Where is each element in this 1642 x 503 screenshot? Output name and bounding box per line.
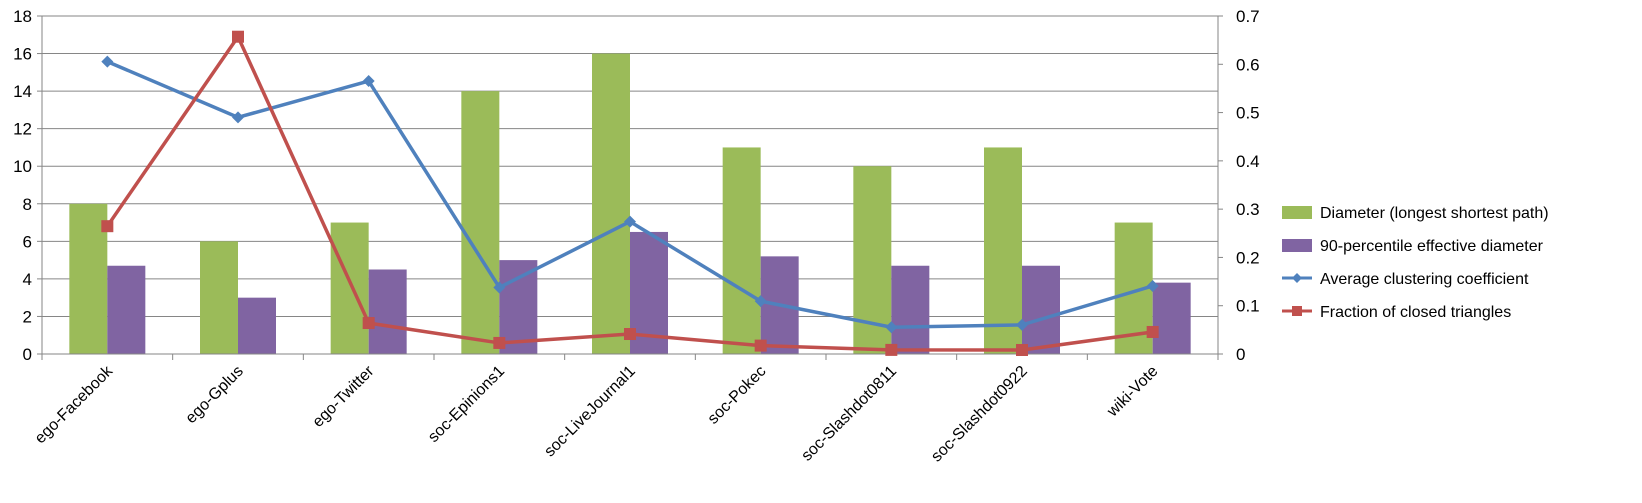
category-label: ego-Twitter — [310, 362, 378, 430]
legend-marker-clustering — [1292, 273, 1302, 283]
right-tick-label: 0.4 — [1236, 152, 1260, 171]
point-clustering — [754, 295, 767, 308]
bar-effective-diameter — [891, 265, 930, 354]
left-tick-label: 18 — [13, 7, 32, 26]
point-clustering — [101, 55, 114, 68]
point-clustering — [1016, 318, 1028, 331]
point-closed-triangles — [362, 317, 375, 330]
point-clustering — [362, 75, 375, 88]
point-clustering — [624, 215, 636, 228]
category-label: soc-Slashdot0811 — [798, 363, 900, 465]
category-label: ego-Gplus — [183, 363, 247, 427]
legend-marker-closed-triangles — [1292, 306, 1302, 316]
point-closed-triangles — [101, 220, 114, 233]
left-tick-label: 6 — [23, 232, 32, 251]
legend-label-closed-triangles: Fraction of closed triangles — [1320, 304, 1511, 321]
right-tick-label: 0.5 — [1236, 104, 1260, 123]
right-tick-label: 0.7 — [1236, 7, 1260, 26]
bar-diameter — [461, 91, 500, 354]
legend-swatch-effective-diameter — [1282, 239, 1312, 252]
right-tick-label: 0.3 — [1236, 200, 1260, 219]
bar-effective-diameter — [107, 265, 146, 354]
bar-effective-diameter — [499, 260, 538, 354]
point-clustering — [885, 321, 898, 334]
bar-diameter — [330, 222, 369, 354]
bar-diameter — [200, 241, 238, 354]
left-tick-label: 10 — [13, 157, 32, 176]
bar-effective-diameter — [1152, 282, 1191, 354]
bar-effective-diameter — [238, 297, 276, 354]
point-closed-triangles — [885, 343, 898, 356]
bar-diameter — [592, 53, 630, 355]
category-label: wiki-Vote — [1103, 363, 1161, 421]
legend-swatch-diameter — [1282, 206, 1312, 219]
left-tick-label: 8 — [23, 195, 32, 214]
bar-diameter — [722, 147, 761, 354]
left-tick-label: 16 — [13, 45, 32, 64]
category-label: soc-Slashdot0922 — [928, 363, 1031, 466]
point-clustering — [1146, 279, 1159, 292]
point-closed-triangles — [624, 328, 636, 341]
point-clustering — [232, 111, 244, 124]
category-label: soc-LiveJournal1 — [541, 363, 639, 461]
bar-effective-diameter — [368, 269, 407, 354]
legend-label-clustering: Average clustering coefficient — [1320, 271, 1529, 288]
bar-diameter — [69, 203, 108, 354]
right-tick-label: 0 — [1236, 345, 1245, 364]
legend-label-diameter: Diameter (longest shortest path) — [1320, 205, 1549, 222]
left-tick-label: 12 — [13, 120, 32, 139]
left-tick-label: 4 — [23, 270, 32, 289]
left-tick-label: 0 — [23, 345, 32, 364]
right-tick-label: 0.2 — [1236, 248, 1260, 267]
point-closed-triangles — [1146, 325, 1159, 338]
category-label: ego-Facebook — [32, 362, 117, 447]
point-closed-triangles — [754, 339, 767, 352]
point-closed-triangles — [1016, 343, 1028, 356]
point-clustering — [493, 281, 506, 294]
lines — [101, 30, 1159, 356]
bar-diameter — [984, 147, 1022, 354]
legend: Diameter (longest shortest path) 90-perce… — [1282, 205, 1549, 321]
left-tick-label: 2 — [23, 307, 32, 326]
right-tick-label: 0.6 — [1236, 55, 1260, 74]
category-label: soc-Pokec — [705, 363, 770, 428]
category-label: soc-Epinions1 — [425, 363, 508, 446]
bar-effective-diameter — [1022, 265, 1060, 354]
left-tick-label: 14 — [13, 82, 32, 101]
point-closed-triangles — [493, 336, 506, 349]
point-closed-triangles — [232, 30, 244, 43]
right-tick-label: 0.1 — [1236, 297, 1260, 316]
legend-label-effective-diameter: 90-percentile effective diameter — [1320, 238, 1544, 255]
